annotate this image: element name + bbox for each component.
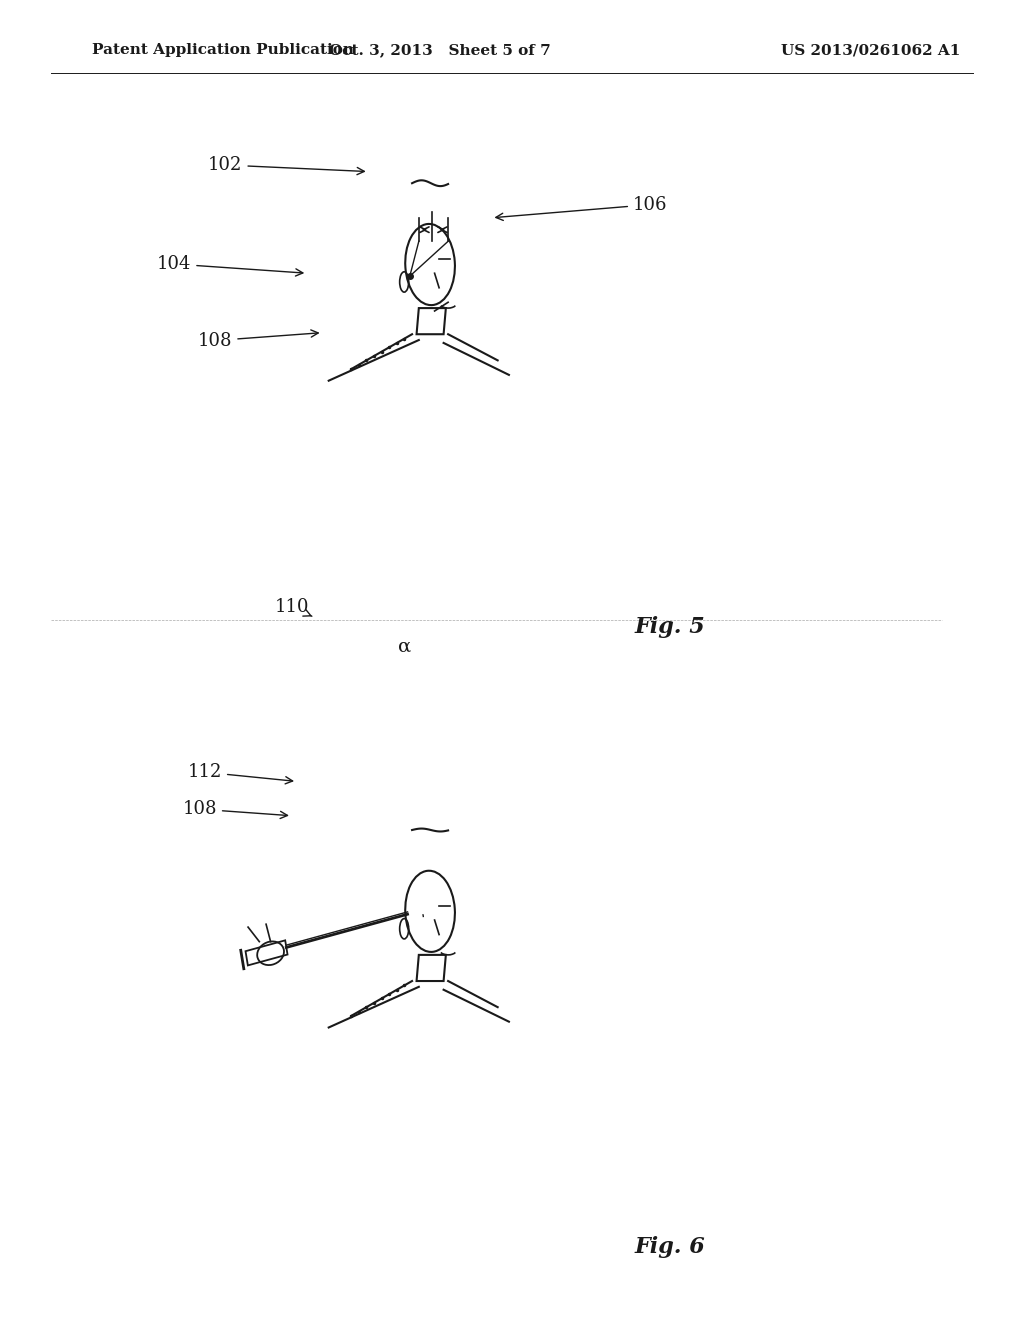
- Text: Oct. 3, 2013   Sheet 5 of 7: Oct. 3, 2013 Sheet 5 of 7: [330, 44, 551, 57]
- Text: 102: 102: [208, 156, 365, 174]
- Text: 112: 112: [187, 763, 293, 784]
- Text: α: α: [398, 638, 411, 656]
- Text: 108: 108: [198, 330, 318, 350]
- Text: 104: 104: [157, 255, 303, 276]
- Text: Fig. 5: Fig. 5: [635, 616, 706, 638]
- Text: 108: 108: [182, 800, 288, 818]
- Text: 106: 106: [496, 195, 668, 220]
- Text: 110: 110: [274, 598, 312, 616]
- Text: US 2013/0261062 A1: US 2013/0261062 A1: [780, 44, 961, 57]
- Text: Fig. 6: Fig. 6: [635, 1237, 706, 1258]
- Text: Patent Application Publication: Patent Application Publication: [92, 44, 354, 57]
